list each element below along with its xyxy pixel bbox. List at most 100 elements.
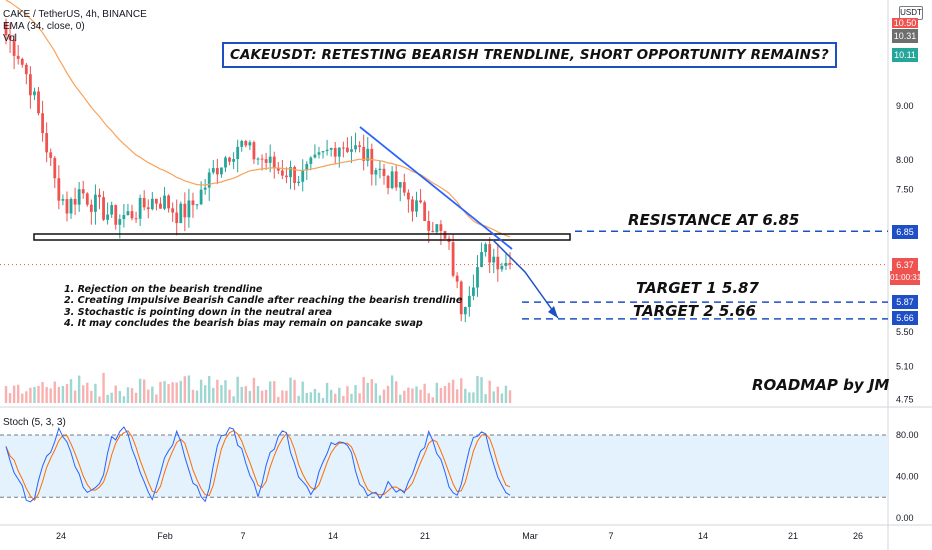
volume-bar bbox=[98, 396, 101, 403]
volume-legend[interactable]: Vol bbox=[3, 33, 17, 44]
volume-bar bbox=[151, 386, 154, 403]
time-tick-label: 24 bbox=[56, 531, 66, 541]
candle-body bbox=[467, 295, 471, 308]
volume-bar bbox=[134, 392, 138, 403]
candle-body bbox=[199, 189, 203, 205]
candle-body bbox=[134, 218, 138, 220]
volume-bar bbox=[33, 386, 36, 403]
candle-body bbox=[98, 194, 101, 198]
candle-body bbox=[65, 199, 69, 214]
candle-body bbox=[45, 133, 49, 153]
candle-body bbox=[289, 166, 292, 178]
ema-legend[interactable]: EMA (34, close, 0) bbox=[3, 21, 85, 32]
price-tick-label: 9.00 bbox=[896, 101, 914, 111]
price-tag-top: 10.50 bbox=[892, 18, 918, 28]
volume-bar bbox=[293, 379, 296, 403]
target2-label: TARGET 2 5.66 bbox=[633, 302, 756, 320]
volume-bar bbox=[16, 384, 20, 403]
candle-body bbox=[398, 182, 402, 188]
candle-body bbox=[305, 163, 309, 170]
volume-bar bbox=[374, 383, 378, 403]
volume-bar bbox=[179, 380, 182, 403]
volume-bar bbox=[195, 390, 199, 403]
volume-bar bbox=[407, 387, 410, 403]
volume-bar bbox=[240, 386, 243, 403]
candle-body bbox=[195, 204, 199, 206]
stoch-legend[interactable]: Stoch (5, 3, 3) bbox=[3, 417, 66, 428]
candle-body bbox=[280, 170, 284, 176]
candle-body bbox=[248, 142, 252, 146]
candle-body bbox=[435, 224, 439, 233]
target1-label: TARGET 1 5.87 bbox=[636, 279, 759, 297]
candle-body bbox=[232, 159, 236, 162]
volume-bar bbox=[114, 385, 117, 403]
candle-body bbox=[406, 192, 410, 200]
candle-body bbox=[256, 158, 260, 160]
candle-body bbox=[341, 147, 345, 149]
volume-bar bbox=[232, 396, 235, 403]
volume-bar bbox=[464, 388, 467, 403]
price-tag-high: 10.31 bbox=[892, 29, 918, 43]
volume-bar bbox=[504, 385, 508, 403]
volume-bar bbox=[415, 386, 418, 403]
chart-title-box: CAKEUSDT: RETESTING BEARISH TRENDLINE, S… bbox=[222, 42, 837, 68]
candle-body bbox=[260, 158, 264, 160]
volume-bar bbox=[309, 392, 313, 403]
price-tag-current: 6.37 bbox=[892, 258, 918, 272]
volume-bar bbox=[285, 390, 288, 403]
stoch-band bbox=[0, 435, 888, 498]
volume-bar bbox=[496, 386, 500, 403]
candle-body bbox=[159, 203, 162, 209]
volume-bar bbox=[73, 390, 77, 403]
candle-body bbox=[463, 307, 467, 315]
time-tick-label: 21 bbox=[420, 531, 430, 541]
candle-body bbox=[459, 281, 463, 315]
volume-bar bbox=[394, 381, 398, 403]
volume-bar bbox=[342, 395, 345, 403]
volume-bar bbox=[49, 388, 52, 403]
candle-body bbox=[394, 171, 398, 188]
volume-bar bbox=[155, 394, 158, 403]
volume-bar bbox=[25, 391, 28, 403]
volume-bar bbox=[61, 386, 65, 403]
candle-body bbox=[427, 220, 431, 231]
price-tag-target1: 5.87 bbox=[892, 295, 918, 309]
volume-bar bbox=[484, 394, 487, 403]
time-tick-label: Mar bbox=[522, 531, 538, 541]
candle-body bbox=[146, 207, 150, 210]
candle-body bbox=[476, 267, 479, 288]
volume-bar bbox=[126, 387, 130, 403]
candle-body bbox=[28, 74, 32, 96]
candle-body bbox=[309, 157, 313, 164]
candle-body bbox=[240, 140, 244, 147]
price-tag-target2: 5.66 bbox=[892, 311, 918, 325]
volume-bar bbox=[69, 379, 73, 403]
candle-body bbox=[370, 148, 374, 175]
candle-body bbox=[411, 199, 414, 212]
candle-body bbox=[333, 148, 337, 157]
time-tick-label: 14 bbox=[698, 531, 708, 541]
volume-bar bbox=[439, 387, 443, 403]
volume-bar bbox=[175, 382, 178, 403]
analysis-notes: 1. Rejection on the bearish trendline 2.… bbox=[64, 284, 462, 329]
volume-bar bbox=[455, 389, 459, 403]
candle-body bbox=[154, 198, 158, 204]
candle-body bbox=[374, 170, 378, 175]
volume-bar bbox=[183, 376, 187, 403]
candle-body bbox=[37, 91, 40, 114]
candle-body bbox=[488, 244, 492, 263]
volume-bar bbox=[443, 386, 447, 403]
volume-bar bbox=[203, 385, 207, 403]
time-tick-label: Feb bbox=[157, 531, 173, 541]
volume-bar bbox=[208, 375, 211, 403]
stoch-d-line bbox=[5, 430, 511, 502]
volume-bar bbox=[41, 381, 44, 403]
volume-bar bbox=[57, 386, 61, 403]
volume-bar bbox=[147, 389, 150, 403]
candle-body bbox=[183, 203, 187, 218]
stoch-tick-label: 80.00 bbox=[896, 430, 919, 440]
volume-bar bbox=[167, 384, 170, 403]
symbol-legend[interactable]: CAKE / TetherUS, 4h, BINANCE bbox=[3, 9, 147, 20]
volume-bar bbox=[378, 395, 382, 403]
